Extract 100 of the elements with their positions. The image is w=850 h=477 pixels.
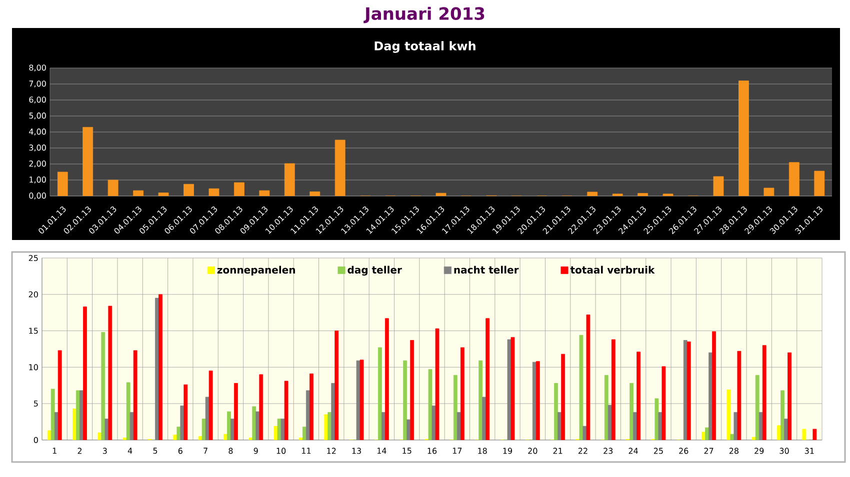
x-tick-label: 25 <box>654 448 663 454</box>
x-tick-label: 28 <box>729 448 738 454</box>
bar <box>284 380 288 440</box>
bar <box>686 342 691 440</box>
x-tick-label: 3 <box>102 448 107 454</box>
bar <box>812 428 817 440</box>
y-tick-label: 8,00 <box>29 64 46 72</box>
bar <box>435 328 440 440</box>
bar <box>234 383 238 440</box>
bar <box>334 330 339 440</box>
x-tick-label: 19 <box>503 448 512 454</box>
x-tick-label: 18 <box>478 448 487 454</box>
bar <box>662 366 666 440</box>
y-tick-label: 20 <box>28 291 38 298</box>
bar <box>108 180 118 196</box>
x-tick-label: 1 <box>52 448 56 454</box>
x-tick-label: 8 <box>228 448 233 454</box>
bar <box>510 337 515 440</box>
bar <box>762 345 766 440</box>
x-tick-label: 30 <box>780 448 789 454</box>
x-tick-label: 31 <box>804 448 814 454</box>
x-tick-label: 20 <box>528 448 538 454</box>
x-tick-label: 24 <box>628 448 638 454</box>
bar <box>814 170 825 196</box>
y-tick-label: 7,00 <box>29 80 46 88</box>
y-tick-label: 1,00 <box>30 176 46 184</box>
y-tick-label: 0 <box>34 436 38 444</box>
y-tick-label: 0,00 <box>29 192 46 200</box>
bar <box>57 172 68 196</box>
bar <box>587 192 598 196</box>
bar <box>310 374 314 440</box>
y-tick-label: 2,00 <box>29 160 46 168</box>
y-tick-label: 15 <box>29 328 38 334</box>
bar <box>360 360 364 440</box>
bar <box>384 318 389 440</box>
bar <box>436 192 446 196</box>
legend-label: nacht teller <box>454 266 519 274</box>
x-tick-label: 5 <box>153 448 158 454</box>
bar <box>208 188 220 196</box>
bar <box>737 350 742 440</box>
bar <box>611 339 616 440</box>
bar <box>486 318 490 440</box>
y-tick-label: 4,00 <box>29 128 46 136</box>
bar <box>234 182 244 196</box>
bar <box>108 306 112 440</box>
x-tick-label: 11 <box>302 448 311 454</box>
y-tick-label: 5 <box>34 400 38 407</box>
bar <box>158 192 169 196</box>
y-tick-label: 25 <box>28 254 38 262</box>
bar <box>713 176 724 196</box>
y-tick-label: 10 <box>29 364 38 370</box>
x-tick-label: 13 <box>352 448 361 454</box>
x-tick-label: 21 <box>553 448 562 454</box>
x-tick-label: 26 <box>679 448 688 454</box>
bar <box>460 347 464 440</box>
x-tick-label: 27 <box>704 448 714 454</box>
bar <box>636 352 640 440</box>
bar <box>83 306 87 440</box>
bar <box>738 80 749 196</box>
bar <box>184 384 188 440</box>
bar <box>208 370 213 440</box>
chart-title: Januari 2013 <box>364 6 484 24</box>
x-tick-label: 12 <box>327 448 336 454</box>
bar <box>259 190 270 196</box>
y-tick-label: 5,00 <box>29 112 46 120</box>
x-tick-label: 4 <box>128 448 132 454</box>
chart-subtitle: Dag totaal kwh <box>374 41 476 53</box>
bar <box>586 314 590 440</box>
bar <box>284 163 295 196</box>
bar <box>310 191 320 196</box>
bar <box>410 340 414 440</box>
bar <box>133 350 138 440</box>
legend-label: zonnepanelen <box>217 266 295 276</box>
bar <box>788 352 792 440</box>
x-tick-label: 16 <box>428 448 437 454</box>
x-tick-label: 15 <box>402 448 412 454</box>
x-tick-label: 2 <box>78 448 82 454</box>
x-tick-label: 7 <box>204 448 208 454</box>
bar <box>158 294 162 440</box>
bar <box>334 140 346 196</box>
legend-label: dag teller <box>348 266 402 276</box>
bar <box>788 162 800 196</box>
bar <box>184 184 194 196</box>
bar <box>133 190 144 196</box>
bar <box>82 127 94 196</box>
x-tick-label: 14 <box>377 448 386 454</box>
bar <box>58 350 62 440</box>
x-tick-label: 22 <box>578 448 588 454</box>
x-tick-label: 29 <box>754 448 764 454</box>
y-tick-label: 3,00 <box>29 144 46 152</box>
bar <box>259 374 264 440</box>
bar <box>638 193 648 196</box>
x-tick-label: 6 <box>178 448 182 454</box>
y-tick-label: 6,00 <box>29 96 46 104</box>
x-tick-label: 23 <box>604 448 613 454</box>
bar <box>764 188 774 196</box>
bar <box>712 331 716 440</box>
legend-label: totaal verbruik <box>570 266 655 274</box>
x-tick-label: 10 <box>276 448 286 454</box>
bar <box>561 354 566 440</box>
